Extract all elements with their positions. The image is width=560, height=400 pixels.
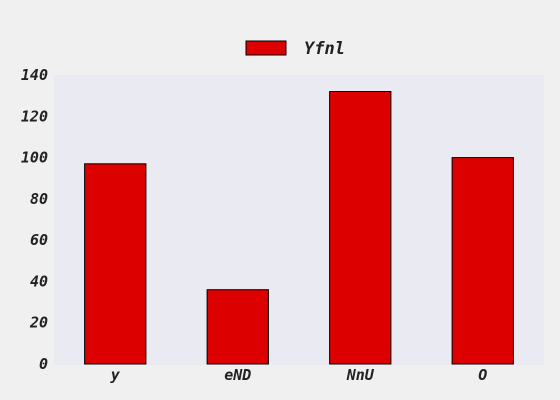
y-tick-label: 20 — [29, 314, 48, 332]
legend-swatch — [245, 40, 287, 56]
x-tick-label: eND — [224, 366, 251, 384]
y-tick-label: 0 — [39, 355, 48, 373]
y-tick-label: 100 — [21, 149, 48, 167]
y-tick-label: 120 — [21, 107, 48, 125]
y-tick-label: 40 — [30, 272, 48, 290]
y-tick-label: 80 — [30, 190, 48, 208]
bar-NnU — [329, 91, 392, 365]
y-axis-ticks: 0 20 40 60 80 100 120 140 — [21, 66, 48, 373]
legend-label: Yfnl — [304, 39, 345, 59]
x-tick-label: NnU — [346, 366, 375, 384]
x-axis-ticks: y eND NnU O — [110, 366, 488, 384]
x-tick-label: O — [478, 366, 487, 384]
legend: Yfnl — [245, 39, 345, 59]
bar-y — [84, 163, 147, 365]
bar-O — [451, 157, 514, 365]
bars-group — [84, 91, 514, 365]
y-tick-label: 140 — [21, 66, 48, 84]
x-tick-label: y — [110, 366, 121, 384]
bar-eND — [206, 289, 269, 365]
y-tick-label: 60 — [30, 231, 48, 249]
